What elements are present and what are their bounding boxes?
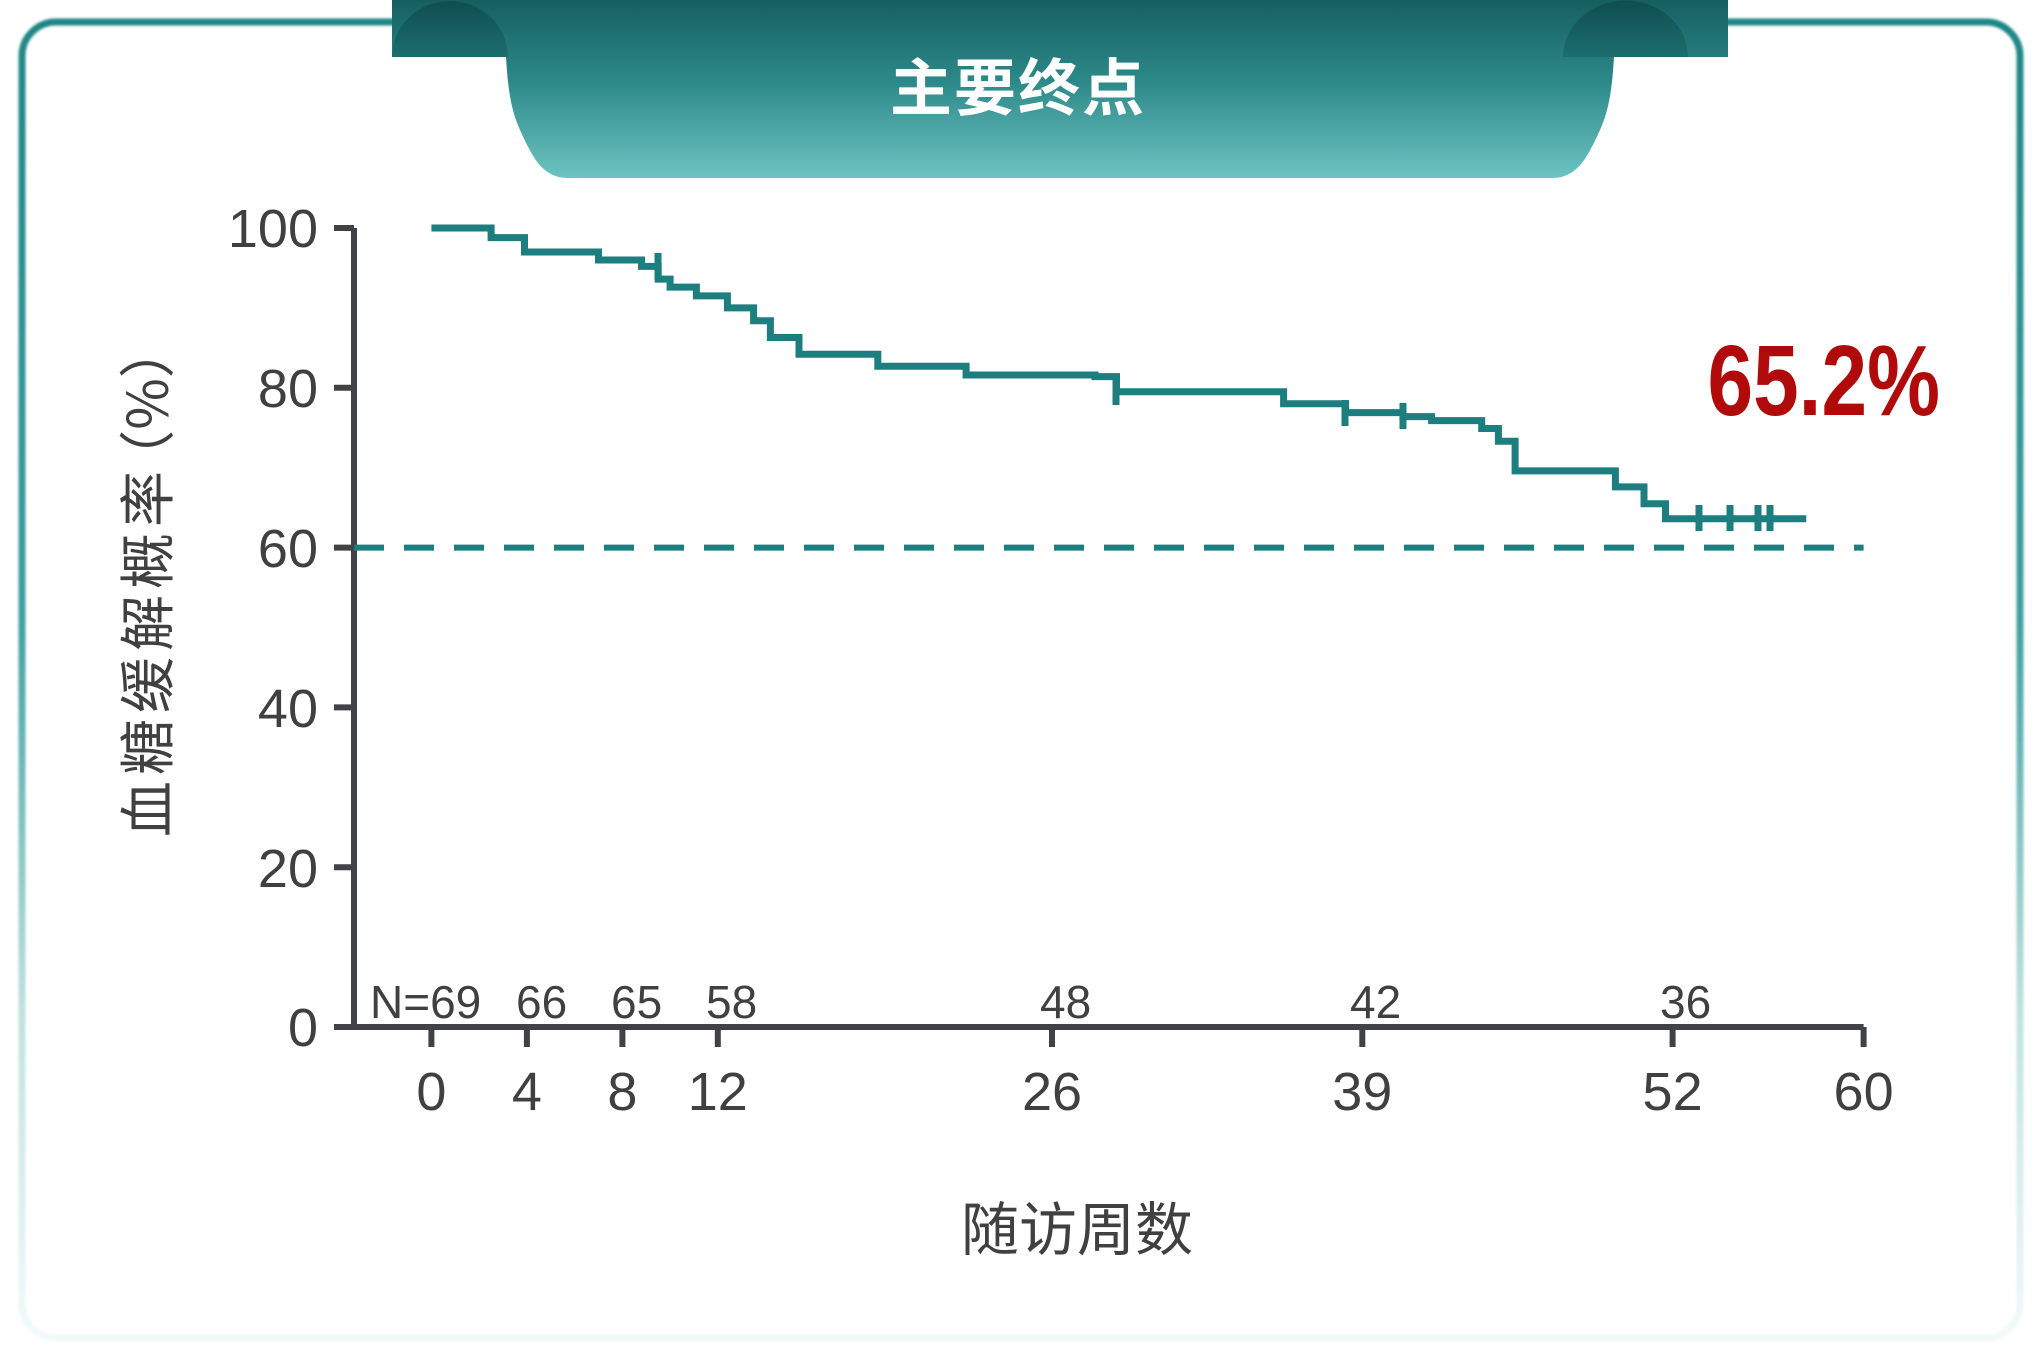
svg-text:65: 65: [611, 976, 662, 1028]
svg-text:58: 58: [706, 976, 757, 1028]
svg-text:60: 60: [258, 519, 318, 579]
svg-text:60: 60: [1834, 1062, 1894, 1122]
svg-text:39: 39: [1332, 1062, 1392, 1122]
svg-text:（%）: （%）: [104, 322, 185, 486]
svg-text:66: 66: [516, 976, 567, 1028]
svg-text:80: 80: [258, 359, 318, 419]
svg-text:36: 36: [1660, 976, 1711, 1028]
svg-text:8: 8: [607, 1062, 637, 1122]
svg-text:4: 4: [512, 1062, 542, 1122]
svg-text:26: 26: [1022, 1062, 1082, 1122]
svg-text:0: 0: [416, 1062, 446, 1122]
svg-text:65.2%: 65.2%: [1707, 325, 1940, 437]
svg-text:48: 48: [1040, 976, 1091, 1028]
svg-text:N=69: N=69: [370, 976, 481, 1028]
svg-text:血糖缓解概率: 血糖缓解概率: [104, 465, 185, 837]
svg-text:100: 100: [228, 199, 318, 259]
svg-text:随访周数: 随访周数: [961, 1183, 1193, 1267]
svg-text:0: 0: [288, 998, 318, 1058]
svg-text:42: 42: [1350, 976, 1401, 1028]
svg-text:40: 40: [258, 679, 318, 739]
svg-text:12: 12: [688, 1062, 748, 1122]
svg-text:20: 20: [258, 839, 318, 899]
svg-text:52: 52: [1643, 1062, 1703, 1122]
